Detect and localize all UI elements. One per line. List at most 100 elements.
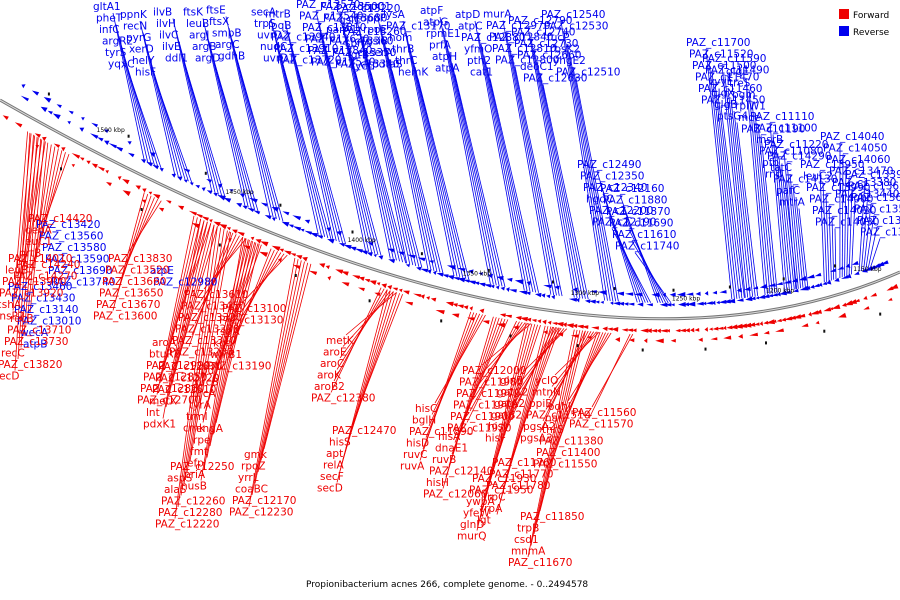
reverse-feature-arrow <box>791 278 799 283</box>
reverse-feature-arrow <box>478 272 483 276</box>
forward-feature-arrow <box>283 250 292 256</box>
reverse-gene-label: PAZ_c11220 <box>764 139 828 151</box>
reverse-feature-arrow <box>264 215 272 220</box>
forward-feature-arrow <box>515 316 522 321</box>
label-connector <box>504 326 554 433</box>
reverse-gene-label: pyrG <box>126 32 151 44</box>
label-connector <box>260 262 309 461</box>
forward-feature-arrow <box>615 337 621 343</box>
reverse-feature-arrow <box>108 143 117 149</box>
label-connector <box>248 257 296 507</box>
label-connector <box>489 78 539 293</box>
forward-feature-arrow <box>191 222 201 229</box>
label-connector <box>508 43 557 296</box>
forward-feature-arrow <box>426 296 430 300</box>
track-marker <box>60 167 62 171</box>
reverse-feature-arrow <box>762 294 770 298</box>
reverse-gene-label: atpB <box>23 339 47 351</box>
reverse-feature-arrow <box>387 248 395 253</box>
reverse-feature-arrow <box>159 168 164 172</box>
reverse-gene-label: PAZ_c11740 <box>615 241 679 253</box>
reverse-feature-arrow <box>813 283 820 287</box>
label-connector <box>769 122 785 292</box>
label-connector <box>115 24 149 163</box>
label-connector <box>486 66 537 293</box>
label-connector <box>539 330 586 512</box>
label-connector <box>708 60 735 300</box>
reverse-feature-arrow <box>127 141 132 145</box>
label-connector <box>851 200 856 275</box>
forward-gene-label: gatA2 <box>494 398 525 410</box>
reverse-gene-label: recN <box>123 21 147 33</box>
reverse-feature-arrow <box>495 285 500 290</box>
label-connector <box>720 106 745 298</box>
forward-feature-arrow <box>679 328 686 333</box>
reverse-feature-arrow <box>56 104 62 109</box>
reverse-feature-arrow <box>195 185 200 189</box>
label-connector <box>783 150 797 290</box>
label-connector <box>474 20 525 291</box>
reverse-feature-arrow <box>40 106 48 113</box>
forward-gene-label: PAZ_c11920 <box>447 423 511 435</box>
reverse-feature-arrow <box>662 292 666 297</box>
reverse-feature-arrow <box>315 234 324 239</box>
forward-gene-label: PAZ_c12860 <box>140 383 204 395</box>
forward-feature-arrow <box>716 326 724 330</box>
reverse-gene-label: gltA1 <box>93 1 121 13</box>
reverse-feature-arrow <box>21 84 26 89</box>
label-connector <box>451 62 503 287</box>
label-connector <box>177 226 218 508</box>
reverse-gene-label: dppC1 <box>357 1 391 13</box>
label-connector <box>186 230 228 473</box>
label-connector <box>273 29 322 236</box>
reverse-feature-arrow <box>535 292 542 298</box>
label-connector <box>154 78 193 183</box>
tick-label: 1450 kbp <box>226 189 254 196</box>
reverse-gene-label: PAZ_c12810 <box>492 43 556 55</box>
label-connector <box>32 144 52 271</box>
label-connector <box>781 168 795 290</box>
forward-feature-arrow <box>823 307 832 312</box>
forward-feature-arrow <box>848 299 858 304</box>
reverse-gene-label: gsiC <box>339 15 361 27</box>
forward-gene-label: mtnN <box>532 387 561 399</box>
reverse-feature-arrow <box>456 267 466 272</box>
label-connector <box>139 20 176 176</box>
reverse-gene-label: PAZ_c13410 <box>860 227 900 239</box>
reverse-feature-arrow <box>767 294 774 297</box>
track-marker <box>440 319 443 323</box>
reverse-feature-arrow <box>508 289 517 293</box>
label-connector <box>611 228 652 303</box>
reverse-feature-arrow <box>97 137 104 142</box>
reverse-gene-label: thrB <box>392 44 414 56</box>
forward-gene-label: PAZ_c11950 <box>469 485 533 497</box>
reverse-feature-arrow <box>271 206 279 212</box>
forward-feature-arrow <box>402 290 410 295</box>
label-connector <box>388 58 441 273</box>
label-connector <box>566 43 611 301</box>
tick-label: 1300 kbp <box>571 290 599 297</box>
forward-feature-arrow <box>42 136 47 142</box>
reverse-gene-label: PAZ_c13810 <box>302 22 366 34</box>
reverse-gene-label: PAZ_c13580 <box>42 242 106 254</box>
reverse-gene-label: PAZ_c13390 <box>845 169 900 181</box>
forward-feature-arrow <box>430 297 437 302</box>
reverse-gene-label: atpG <box>423 17 448 29</box>
label-connector <box>251 259 299 496</box>
forward-gene-label: tyrA <box>189 400 212 412</box>
reverse-gene-label: parA1 <box>326 24 357 36</box>
reverse-feature-arrow <box>239 193 246 198</box>
reverse-gene-label: lgrB <box>348 49 369 61</box>
reverse-feature-arrow <box>684 302 689 307</box>
label-connector <box>778 157 793 291</box>
forward-feature-arrow <box>499 313 506 318</box>
reverse-feature-arrow <box>612 301 621 306</box>
label-connector <box>339 12 391 259</box>
reverse-gene-label: ppnK <box>120 9 148 21</box>
track-marker <box>613 287 616 291</box>
reverse-feature-arrow <box>343 244 352 250</box>
reverse-feature-arrow <box>68 110 74 115</box>
reverse-gene-label: ilvE <box>162 41 181 53</box>
forward-gene-label: PAZ_c11970 <box>456 388 520 400</box>
reverse-gene-label: PAZ_c13380 <box>832 177 896 189</box>
